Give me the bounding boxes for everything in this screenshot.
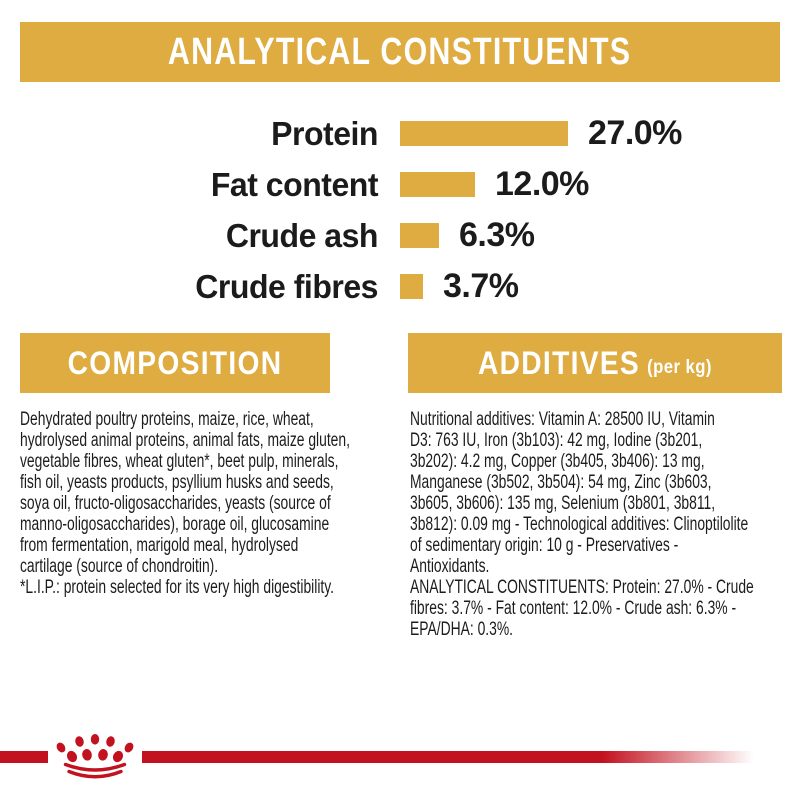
bar-value-label: 27.0% bbox=[588, 114, 682, 152]
additives-text-line: Manganese (3b502, 3b504): 54 mg, Zinc (3… bbox=[410, 472, 712, 493]
royal-canin-crown-logo bbox=[56, 734, 134, 779]
additives-banner: ADDITIVES (per kg) bbox=[408, 333, 782, 393]
bar-category-label: Protein bbox=[271, 115, 378, 152]
value-bar bbox=[400, 172, 475, 197]
analytical-constituents-title: ANALYTICAL CONSTITUENTS bbox=[168, 30, 632, 73]
bar-value-label: 3.7% bbox=[443, 267, 519, 305]
composition-text-line: fish oil, yeasts products, psyllium husk… bbox=[20, 472, 334, 493]
additives-text-line: fibres: 3.7% - Fat content: 12.0% - Crud… bbox=[410, 598, 737, 619]
additives-text-line: 3b605, 3b606): 135 mg, Selenium (3b801, … bbox=[410, 493, 716, 514]
additives-text: Nutritional additives: Vitamin A: 28500 … bbox=[410, 409, 800, 640]
composition-text-line: from fermentation, marigold meal, hydrol… bbox=[20, 535, 299, 556]
composition-text: Dehydrated poultry proteins, maize, rice… bbox=[20, 409, 400, 598]
additives-text-line: of sedimentary origin: 10 g - Preservati… bbox=[410, 535, 679, 556]
composition-text-line: *L.I.P.: protein selected for its very h… bbox=[20, 577, 335, 598]
additives-text-line: EPA/DHA: 0.3%. bbox=[410, 619, 514, 640]
additives-text-line: ANALYTICAL CONSTITUENTS: Protein: 27.0% … bbox=[410, 577, 754, 598]
additives-text-line: Nutritional additives: Vitamin A: 28500 … bbox=[410, 409, 715, 430]
analytical-constituents-banner: ANALYTICAL CONSTITUENTS bbox=[20, 22, 780, 82]
composition-text-line: cartilage (source of chondroitin). bbox=[20, 556, 219, 577]
value-bar bbox=[400, 223, 439, 248]
composition-text-line: manno-oligosaccharides), borage oil, glu… bbox=[20, 514, 330, 535]
value-bar bbox=[400, 121, 568, 146]
additives-title-suffix: (per kg) bbox=[647, 357, 712, 378]
additives-title: ADDITIVES bbox=[478, 344, 641, 381]
bar-value-label: 12.0% bbox=[495, 165, 589, 203]
bar-category-label: Crude ash bbox=[225, 217, 379, 254]
additives-title-group: ADDITIVES (per kg) bbox=[478, 345, 712, 382]
additives-text-line: 3b202): 4.2 mg, Copper (3b405, 3b406): 1… bbox=[410, 451, 705, 472]
analytical-constituents-chart: Protein 27.0% Fat content 12.0% Crude ash 6.3… bbox=[0, 108, 800, 312]
composition-text-line: hydrolysed animal proteins, animal fats,… bbox=[20, 430, 350, 451]
chart-row: Crude fibres 3.7% bbox=[0, 261, 800, 312]
composition-text-line: soya oil, fructo-oligosaccharides, yeast… bbox=[20, 493, 331, 514]
composition-text-line: Dehydrated poultry proteins, maize, rice… bbox=[20, 409, 314, 430]
bar-value-label: 6.3% bbox=[459, 216, 535, 254]
bar-category-label: Fat content bbox=[210, 166, 379, 203]
red-stripe-left bbox=[0, 751, 48, 763]
chart-row: Protein 27.0% bbox=[0, 108, 800, 159]
chart-row: Crude ash 6.3% bbox=[0, 210, 800, 261]
additives-text-line: D3: 763 IU, Iron (3b103): 42 mg, Iodine … bbox=[410, 430, 703, 451]
composition-text-line: vegetable fibres, wheat gluten*, beet pu… bbox=[20, 451, 339, 472]
composition-banner: COMPOSITION bbox=[20, 333, 330, 393]
bar-category-label: Crude fibres bbox=[195, 268, 378, 305]
additives-text-line: 3b812): 0.09 mg - Technological additive… bbox=[410, 514, 749, 535]
red-stripe-right bbox=[142, 751, 800, 763]
additives-text-line: Antioxidants. bbox=[410, 556, 490, 577]
composition-title: COMPOSITION bbox=[67, 344, 283, 381]
value-bar bbox=[400, 274, 423, 299]
chart-row: Fat content 12.0% bbox=[0, 159, 800, 210]
